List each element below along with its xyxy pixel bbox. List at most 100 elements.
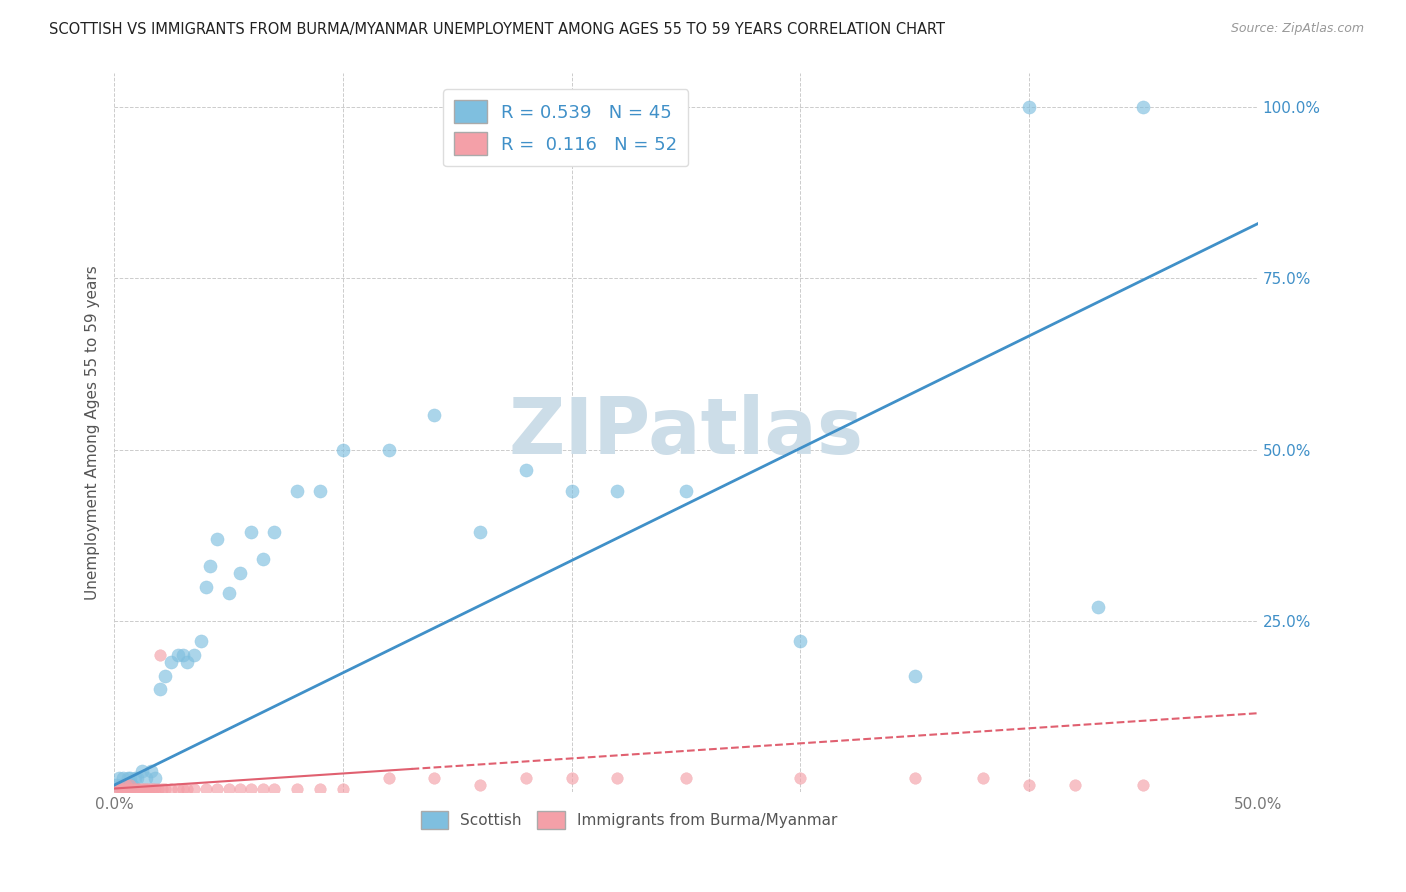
Point [150,781,173,796]
Point [332,781,354,796]
Point [167,781,190,796]
Point [190,634,212,648]
Point [263,524,285,539]
Point [789,634,811,648]
Point [218,781,240,796]
Point [114,778,136,792]
Point [125,771,148,785]
Point [143,771,166,785]
Text: SCOTTISH VS IMMIGRANTS FROM BURMA/MYANMAR UNEMPLOYMENT AMONG AGES 55 TO 59 YEARS: SCOTTISH VS IMMIGRANTS FROM BURMA/MYANMA… [49,22,945,37]
Point [139,781,162,796]
Point [194,781,217,796]
Point [132,781,155,796]
Point [124,781,146,796]
Point [107,781,129,796]
Point [167,648,190,662]
Point [606,483,628,498]
Y-axis label: Unemployment Among Ages 55 to 59 years: Unemployment Among Ages 55 to 59 years [86,265,100,599]
Point [423,771,446,785]
Point [229,781,252,796]
Point [172,648,194,662]
Point [1018,778,1040,792]
Point [240,781,263,796]
Point [153,781,176,796]
Point [172,781,194,796]
Point [194,580,217,594]
Point [139,764,162,779]
Point [515,771,537,785]
Point [423,409,446,423]
Point [332,442,354,457]
Point [1018,100,1040,114]
Point [675,771,697,785]
Point [117,771,139,785]
Point [904,771,927,785]
Point [131,781,153,796]
Point [309,483,332,498]
Point [470,778,492,792]
Point [561,771,583,785]
Point [110,778,132,792]
Point [138,781,160,796]
Point [124,771,146,785]
Point [149,682,172,697]
Point [1132,100,1154,114]
Point [218,586,240,600]
Point [160,781,183,796]
Point [252,552,274,566]
Text: ZIPatlas: ZIPatlas [509,394,863,470]
Point [125,781,148,796]
Point [789,771,811,785]
Point [183,781,205,796]
Point [205,781,228,796]
Point [105,778,128,792]
Point [146,781,169,796]
Point [285,781,308,796]
Point [121,781,143,796]
Point [120,771,142,785]
Point [114,781,136,796]
Point [200,559,222,574]
Point [229,566,252,580]
Point [121,778,143,792]
Point [142,781,165,796]
Point [205,532,228,546]
Point [309,781,332,796]
Text: Source: ZipAtlas.com: Source: ZipAtlas.com [1230,22,1364,36]
Point [112,781,135,796]
Legend: Scottish, Immigrants from Burma/Myanmar: Scottish, Immigrants from Burma/Myanmar [415,805,844,835]
Point [240,524,263,539]
Point [972,771,994,785]
Point [675,483,697,498]
Point [252,781,274,796]
Point [470,524,492,539]
Point [176,655,198,669]
Point [1063,778,1085,792]
Point [149,648,172,662]
Point [135,771,157,785]
Point [1087,600,1109,615]
Point [107,771,129,785]
Point [105,781,128,796]
Point [114,778,136,792]
Point [561,483,583,498]
Point [128,781,150,796]
Point [1132,778,1154,792]
Point [112,771,135,785]
Point [153,668,176,682]
Point [117,781,139,796]
Point [120,781,142,796]
Point [143,781,166,796]
Point [263,781,285,796]
Point [131,764,153,779]
Point [377,771,399,785]
Point [285,483,308,498]
Point [904,668,927,682]
Point [135,781,157,796]
Point [183,648,205,662]
Point [377,442,399,457]
Point [606,771,628,785]
Point [110,781,132,796]
Point [160,655,183,669]
Point [120,778,142,792]
